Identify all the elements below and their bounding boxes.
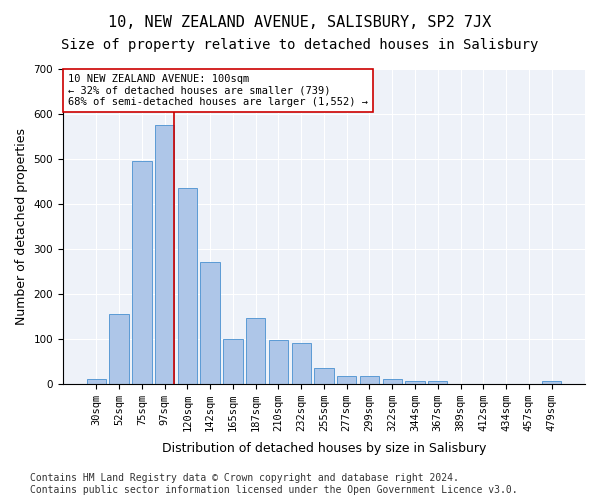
- Text: Size of property relative to detached houses in Salisbury: Size of property relative to detached ho…: [61, 38, 539, 52]
- Bar: [269, 340, 288, 384]
- Bar: [428, 382, 448, 384]
- Bar: [360, 376, 379, 384]
- Bar: [337, 376, 356, 384]
- Text: 10 NEW ZEALAND AVENUE: 100sqm
← 32% of detached houses are smaller (739)
68% of : 10 NEW ZEALAND AVENUE: 100sqm ← 32% of d…: [68, 74, 368, 107]
- Bar: [200, 262, 220, 384]
- Bar: [246, 318, 265, 384]
- Bar: [383, 379, 402, 384]
- Text: Contains HM Land Registry data © Crown copyright and database right 2024.
Contai: Contains HM Land Registry data © Crown c…: [30, 474, 518, 495]
- Bar: [406, 382, 425, 384]
- Bar: [155, 125, 174, 384]
- X-axis label: Distribution of detached houses by size in Salisbury: Distribution of detached houses by size …: [162, 442, 486, 455]
- Bar: [132, 161, 152, 384]
- Y-axis label: Number of detached properties: Number of detached properties: [15, 128, 28, 325]
- Bar: [542, 382, 561, 384]
- Bar: [178, 188, 197, 384]
- Text: 10, NEW ZEALAND AVENUE, SALISBURY, SP2 7JX: 10, NEW ZEALAND AVENUE, SALISBURY, SP2 7…: [109, 15, 491, 30]
- Bar: [86, 379, 106, 384]
- Bar: [314, 368, 334, 384]
- Bar: [109, 314, 129, 384]
- Bar: [292, 343, 311, 384]
- Bar: [223, 338, 242, 384]
